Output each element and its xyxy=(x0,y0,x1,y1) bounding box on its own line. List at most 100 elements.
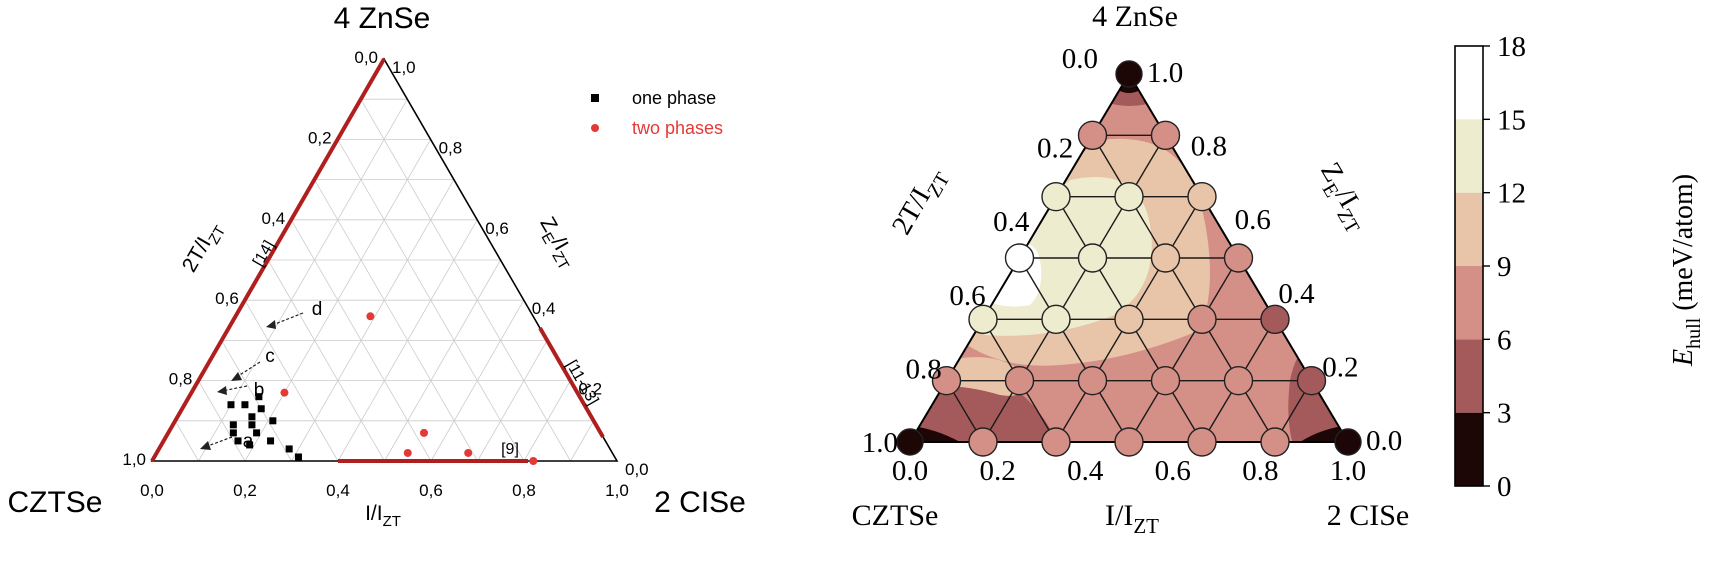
grid-line xyxy=(198,99,408,462)
heatmap-regions xyxy=(910,74,1348,442)
left-vertex-right: 2 CISe xyxy=(654,486,746,519)
colorbar-segment xyxy=(1455,412,1483,486)
point-two-phases xyxy=(464,448,473,457)
colorbar-tick-label: 3 xyxy=(1497,398,1512,430)
point-one-phase xyxy=(234,437,242,445)
ref-range-11-13 xyxy=(538,326,605,439)
grid-line xyxy=(360,98,571,462)
sample-circle xyxy=(1077,243,1108,273)
point-two-phases xyxy=(403,448,412,457)
sample-circle xyxy=(1077,365,1108,396)
colorbar-segment xyxy=(1455,119,1483,193)
annotation-d: d xyxy=(312,299,323,320)
point-one-phase xyxy=(227,401,235,409)
sample-circle xyxy=(1260,304,1290,335)
right-tick-bottom: 0.4 xyxy=(1067,455,1104,487)
colorbar-label: Ehull (meV/atom) xyxy=(1668,174,1705,367)
left-tick-bottom: 0,8 xyxy=(512,481,536,500)
grid-line xyxy=(174,420,199,462)
point-one-phase xyxy=(246,441,254,449)
ref-label-14: [14] xyxy=(250,238,278,270)
point-one-phase xyxy=(248,413,256,421)
grid-line xyxy=(337,139,525,462)
left-tick-left: 0,4 xyxy=(262,209,286,228)
grid-line xyxy=(291,179,455,462)
legend-marker-two-phases xyxy=(591,124,599,132)
point-one-phase xyxy=(229,429,237,437)
left-axis-label-bottom: I/IZT xyxy=(365,502,401,530)
point-one-phase xyxy=(229,421,237,429)
colorbar-tick-label: 9 xyxy=(1497,251,1512,283)
sample-circle xyxy=(1114,304,1144,335)
point-one-phase xyxy=(248,421,256,429)
left-tick-bottom: 0,0 xyxy=(140,481,164,500)
point-two-phases xyxy=(529,457,538,465)
right-tick-left: 0.4 xyxy=(993,206,1030,238)
right-tick-bottom: 1.0 xyxy=(1330,455,1366,487)
ternary-heatmap-chart: 4 ZnSe CZTSe 2 CISe 0.0 0.2 0.4 0.6 0.8 1.00.… xyxy=(852,0,1705,538)
right-tick-bottom: 0.6 xyxy=(1155,455,1191,487)
legend-marker-one-phase xyxy=(591,94,599,102)
right-vertex-left: CZTSe xyxy=(852,499,939,532)
colorbar-tick-label: 12 xyxy=(1497,178,1526,210)
point-one-phase xyxy=(255,393,263,401)
left-tick-left: 0,2 xyxy=(308,128,332,147)
colorbar-segment xyxy=(1455,266,1483,340)
grid-line xyxy=(244,299,339,462)
sample-circle xyxy=(1296,365,1327,396)
sample-circle xyxy=(1187,181,1217,212)
colorbar-segment xyxy=(1455,192,1483,266)
right-tick-left: 0.2 xyxy=(1037,133,1073,165)
sample-circle xyxy=(1150,243,1181,273)
point-one-phase xyxy=(241,401,249,409)
sample-circle xyxy=(968,304,998,335)
region-black-left xyxy=(910,425,965,442)
point-one-phase xyxy=(257,405,265,413)
annotation-a: a xyxy=(243,431,254,452)
point-one-phase xyxy=(267,437,275,445)
sample-circle xyxy=(968,427,998,457)
point-one-phase xyxy=(285,445,293,453)
sample-circle xyxy=(1150,365,1181,396)
sample-circle xyxy=(1004,243,1035,273)
legend-label-one-phase: one phase xyxy=(632,88,716,108)
right-tick-bottom: 0.2 xyxy=(979,455,1015,487)
right-tick-bottom: 0.8 xyxy=(1242,455,1278,487)
grid-line xyxy=(477,340,548,462)
left-tick-labels: 0,0 0,2 0,4 0,6 0,8 1,0 0,0 0,2 0,4 0,6 0,8 1,0 1,0 0… xyxy=(122,48,648,500)
right-vertex-top: 4 ZnSe xyxy=(1092,0,1178,33)
left-tick-right: 0,0 xyxy=(625,460,649,479)
right-tick-right: 0.2 xyxy=(1322,351,1358,383)
left-tick-bottom: 0,2 xyxy=(233,481,257,500)
grid-line xyxy=(198,380,246,462)
ref-label-9: [9] xyxy=(501,441,519,458)
annotation-arrows xyxy=(200,312,304,450)
right-axis-label-bottom: I/IZT xyxy=(1105,499,1159,538)
sample-circle xyxy=(1004,365,1035,396)
sample-circle xyxy=(1041,304,1071,335)
left-tick-right: 0,2 xyxy=(578,380,602,399)
sample-circle xyxy=(1114,427,1144,457)
left-data-points xyxy=(227,312,538,465)
annotation-c: c xyxy=(265,346,275,367)
left-tick-left: 1,0 xyxy=(122,450,146,469)
region-black-right xyxy=(1295,425,1348,442)
left-axis-label-right: ZE/IZT xyxy=(531,213,582,273)
colorbar: 0 3 6 9 12 15 18 xyxy=(1454,31,1526,503)
right-vertex-right: 2 CISe xyxy=(1327,499,1410,532)
grid-line xyxy=(314,179,478,462)
grid-line xyxy=(384,259,501,462)
ternary-scatter-chart: 4 ZnSe CZTSe 2 CISe 0,0 0,2 0,4 0,6 0,8 1,00,… xyxy=(7,2,745,530)
legend-label-two-phases: two phases xyxy=(632,118,723,138)
left-tick-right: 0,4 xyxy=(532,299,556,318)
annotation-b: b xyxy=(254,380,265,401)
left-tick-bottom: 0,4 xyxy=(326,481,350,500)
left-grid xyxy=(174,98,595,462)
right-tick-right: 1.0 xyxy=(1147,57,1183,89)
sample-circle xyxy=(1115,60,1143,88)
left-tick-left: 0,0 xyxy=(354,48,378,67)
colorbar-tick-label: 15 xyxy=(1497,104,1526,136)
sample-circle xyxy=(1223,243,1254,273)
right-sample-circles xyxy=(896,60,1362,457)
right-tick-labels: 0.0 0.2 0.4 0.6 0.8 1.00.20.40.60.81.00.0 1.00… xyxy=(862,43,1403,487)
